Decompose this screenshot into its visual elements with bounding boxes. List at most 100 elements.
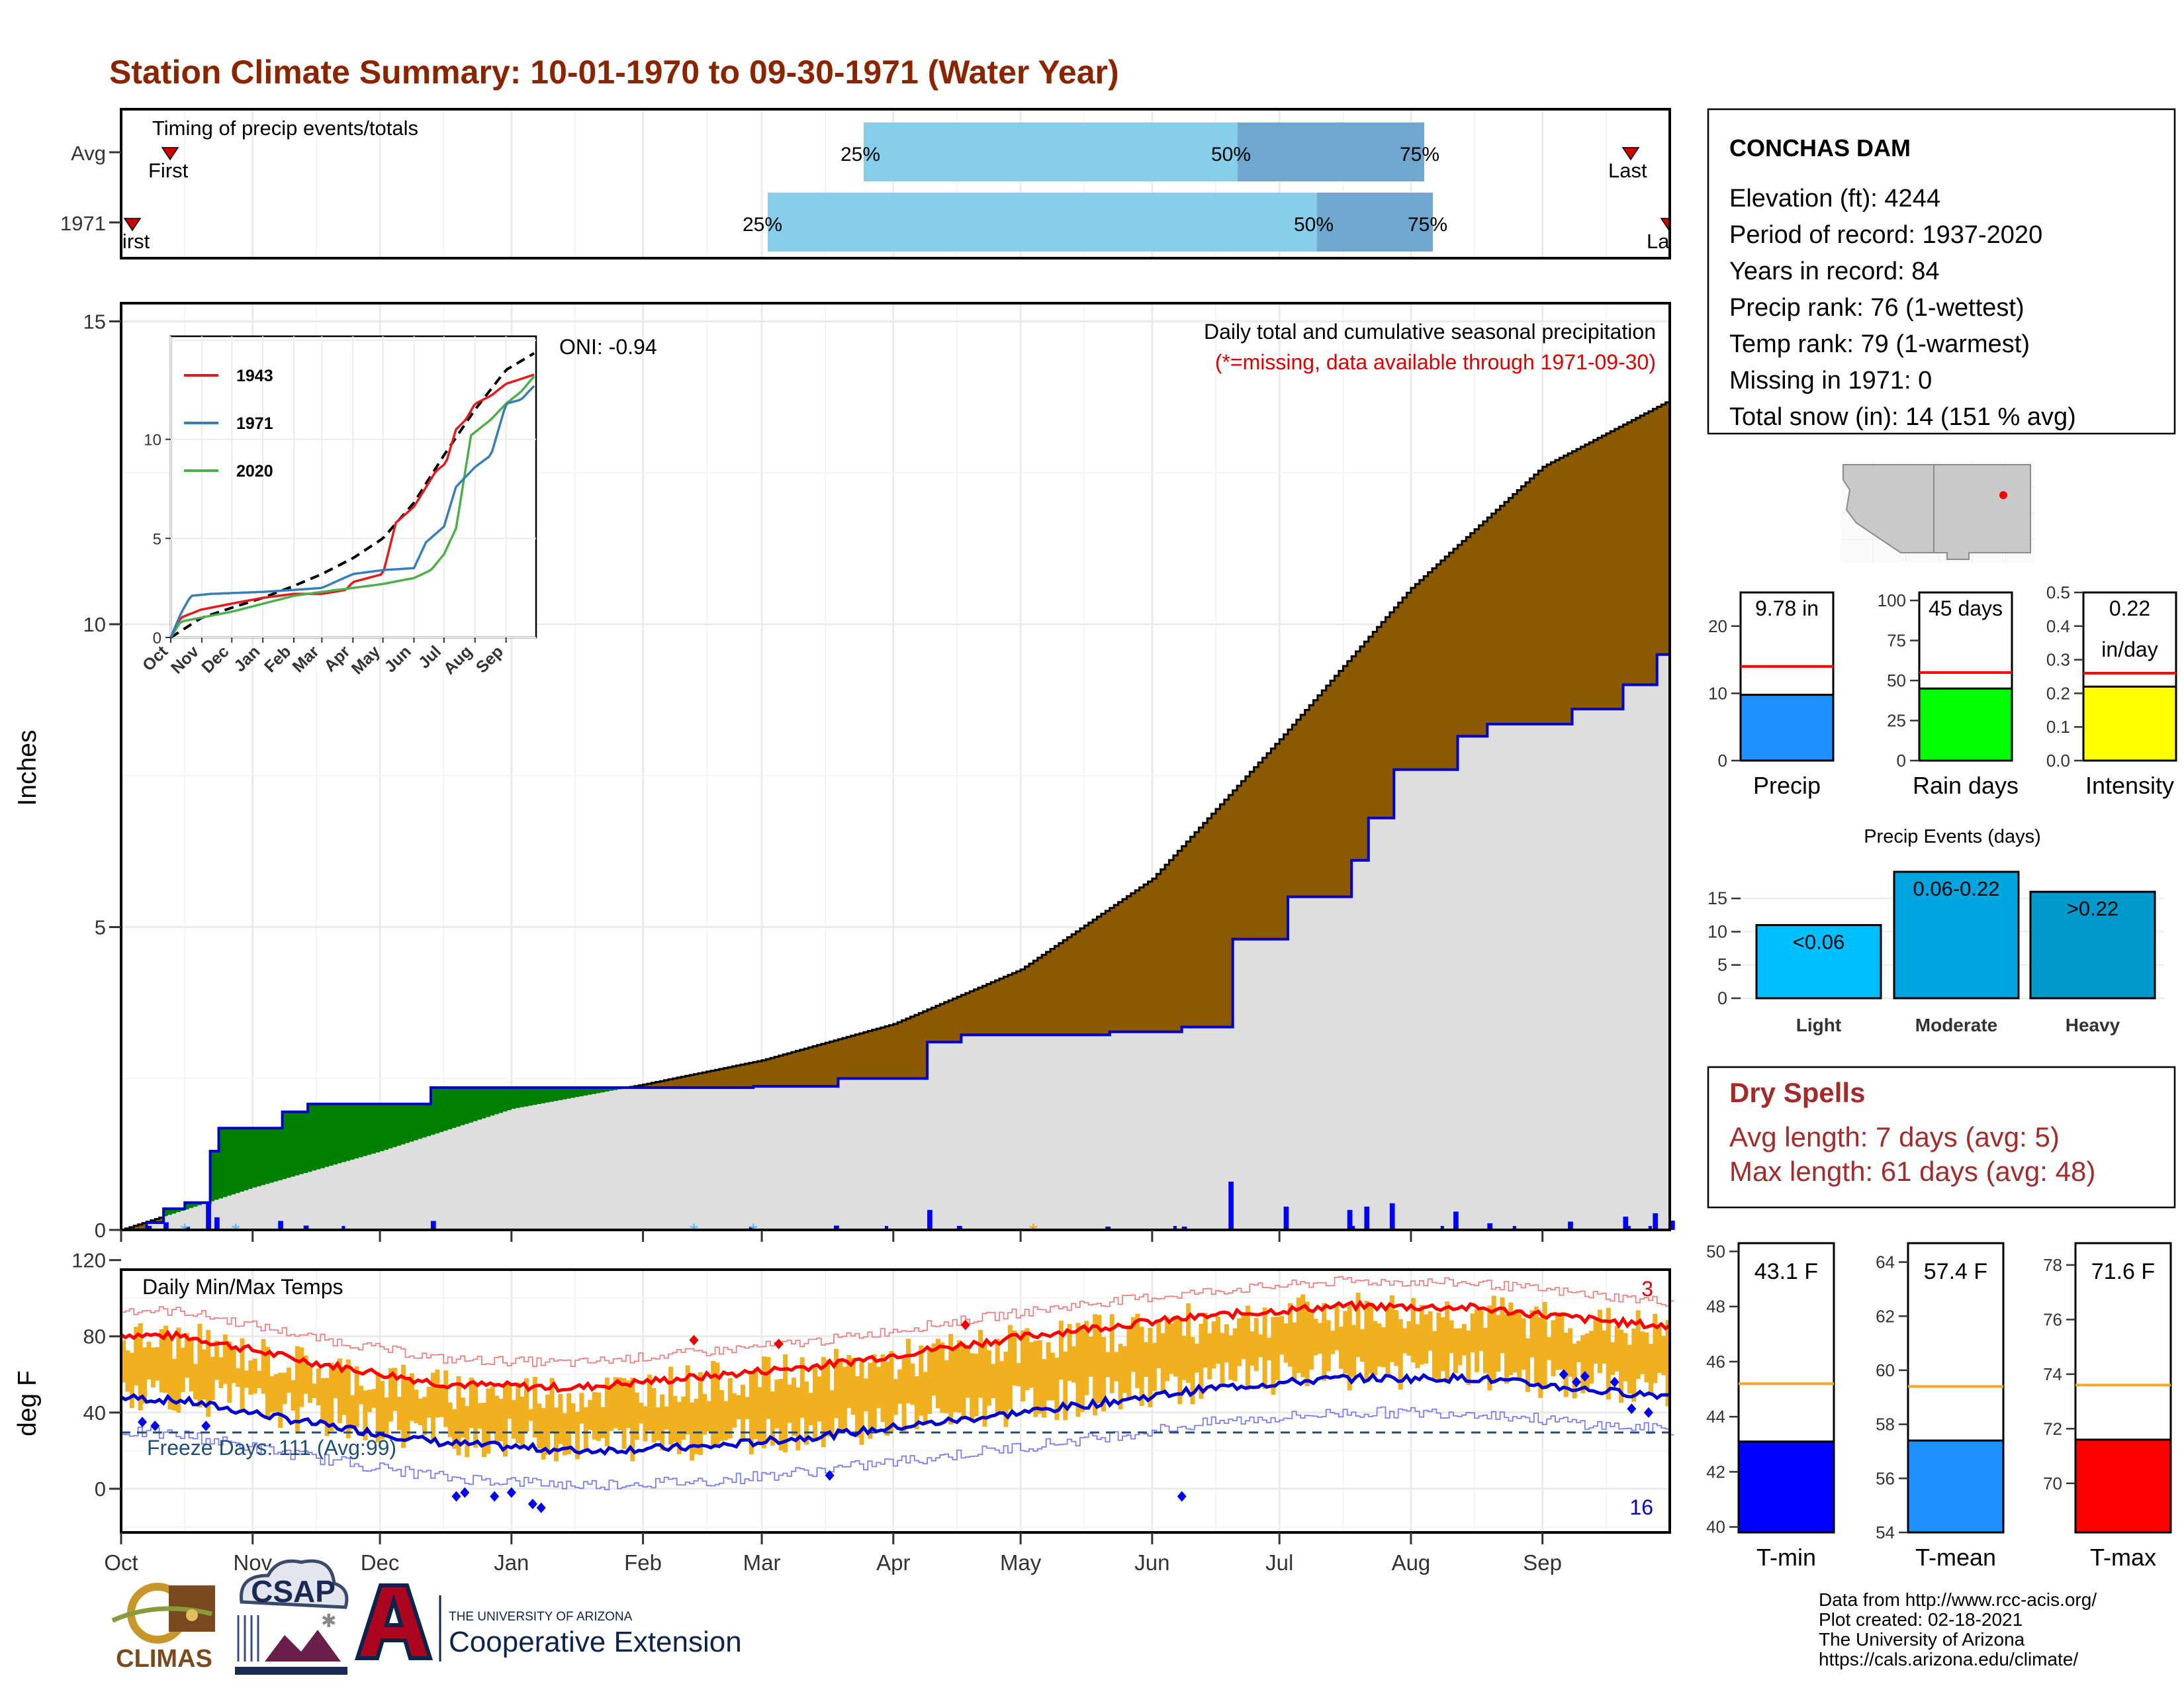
daily-temp-bar [537, 1403, 542, 1449]
daily-temp-bar [1457, 1328, 1463, 1366]
station-info-line: Precip rank: 76 (1-wettest) [1729, 294, 2025, 322]
daily-temp-bar [320, 1378, 326, 1424]
daily-temp-bar [1500, 1297, 1505, 1354]
daily-temp-bar [273, 1374, 279, 1412]
rain-days-gauge-tick: 50 [1887, 671, 1906, 690]
intensity-gauge-tick: 0.1 [2046, 717, 2070, 737]
daily-temp-bar [1199, 1323, 1204, 1399]
tmean-gauge-label: T-mean [1915, 1544, 1996, 1571]
inset-x-tick: May [348, 642, 384, 678]
daily-temp-bar [1584, 1333, 1590, 1391]
rain-days-gauge-tick: 25 [1887, 711, 1906, 731]
timing-1971-p75: 75% [1408, 214, 1447, 236]
daily-temp-bar [592, 1391, 597, 1440]
daily-temp-bar [736, 1395, 741, 1420]
inset-x-tick: Jun [381, 642, 415, 676]
daily-temp-bar [749, 1371, 754, 1455]
daily-temp-bar [392, 1368, 398, 1411]
intensity-gauge-tick: 0.3 [2046, 650, 2070, 670]
avg-max-temp-line [120, 1299, 1671, 1393]
daily-temp-bar [1542, 1301, 1547, 1387]
daily-temp-bar [469, 1378, 474, 1429]
daily-temp-bar [185, 1333, 190, 1378]
daily-temp-bar [655, 1407, 660, 1441]
temperature-gauges: 40 42 44 46 48 50 T-min 43.1 F 54 56 58 60 62 64 T-mea… [1706, 1241, 2172, 1571]
daily-temp-bar [1555, 1312, 1560, 1370]
daily-temp-bar [808, 1393, 813, 1426]
daily-temp-bar [1410, 1297, 1416, 1363]
daily-temp-bar [401, 1364, 406, 1448]
tmin-gauge-tick: 46 [1706, 1352, 1725, 1372]
events-bar-heavy [2029, 890, 2156, 1000]
daily-temp-bar [426, 1387, 432, 1418]
daily-temp-bar [1436, 1312, 1441, 1380]
daily-temp-bar [1216, 1317, 1221, 1364]
daily-temp-bar [1665, 1319, 1670, 1407]
page-title: Station Climate Summary: 10-01-1970 to 0… [109, 54, 1119, 91]
daily-precip-bar [1364, 1206, 1370, 1230]
daily-temp-bar [690, 1402, 695, 1461]
daily-temp-bar [1470, 1313, 1475, 1352]
daily-temp-bar [1016, 1363, 1021, 1387]
daily-temp-bar [855, 1376, 860, 1438]
precip-gauge-tick: 10 [1708, 683, 1727, 703]
timing-avg-first-label: First [148, 159, 189, 182]
record-low-count: 16 [1629, 1495, 1653, 1519]
inset-y-tick: 10 [144, 432, 161, 449]
daily-temp-bar [163, 1325, 169, 1393]
station-info-line: Years in record: 84 [1729, 258, 1940, 285]
snow-marker: * [690, 1219, 698, 1244]
daily-temp-bar [528, 1409, 533, 1421]
dry-spells-max: Max length: 61 days (avg: 48) [1729, 1156, 2095, 1187]
timing-bar-1971-dark [1317, 193, 1433, 252]
inset-2020-line [169, 375, 535, 638]
daily-temp-bar [1071, 1346, 1077, 1383]
station-info-box: CONCHAS DAM Elevation (ft): 4244 Period o… [1707, 108, 2176, 435]
daily-temp-bar [456, 1376, 461, 1456]
daily-temp-bar [817, 1376, 822, 1422]
daily-temp-bar [1368, 1303, 1373, 1374]
daily-temp-bar [1156, 1321, 1161, 1368]
daily-temp-bar [1203, 1313, 1208, 1368]
daily-temp-bar [600, 1407, 606, 1438]
daily-temp-bar [846, 1354, 852, 1408]
daily-temp-bar [1631, 1328, 1637, 1402]
daily-temp-bar [150, 1347, 156, 1388]
daily-temp-bar [1487, 1305, 1492, 1391]
daily-temp-bar [1351, 1325, 1357, 1377]
events-y-tick: 0 [1717, 988, 1727, 1008]
daily-temp-bar [732, 1393, 737, 1428]
record-high-marker [960, 1319, 970, 1331]
record-low-marker [1610, 1376, 1619, 1387]
daily-temp-bar [1614, 1325, 1619, 1372]
daily-temp-bar [821, 1356, 826, 1448]
daily-temp-bar [171, 1358, 177, 1411]
daily-temp-bar [1355, 1292, 1361, 1358]
daily-precip-bar [163, 1222, 169, 1230]
daily-temp-bar [1334, 1306, 1340, 1350]
intensity-gauge-value-unit: in/day [2101, 637, 2158, 661]
record-max-line [121, 1276, 1674, 1367]
daily-temp-bar [1381, 1327, 1387, 1368]
daily-temp-bar [1657, 1327, 1662, 1373]
daily-temp-bar [604, 1377, 610, 1447]
daily-temp-bar [625, 1380, 631, 1429]
daily-temp-bar [935, 1338, 940, 1409]
daily-temp-bar [1491, 1295, 1496, 1383]
daily-temp-bar [1398, 1319, 1403, 1390]
timing-avg-p25: 25% [841, 144, 880, 165]
snow-marker: * [749, 1219, 758, 1244]
daily-temp-bar [231, 1347, 236, 1383]
daily-precip-bar [1653, 1213, 1659, 1230]
daily-temp-bar [741, 1384, 746, 1441]
snow-marker: * [1029, 1219, 1038, 1244]
daily-temp-bar [1385, 1308, 1390, 1376]
daily-temp-bar [1186, 1303, 1191, 1383]
daily-temp-bar [702, 1393, 707, 1435]
daily-precip-bar [1351, 1226, 1355, 1230]
daily-temp-bar [647, 1374, 652, 1431]
daily-temp-bar [248, 1360, 253, 1395]
daily-temp-bar [1313, 1319, 1318, 1356]
daily-temp-bar [745, 1397, 750, 1420]
intensity-gauge-tick: 0.2 [2046, 683, 2070, 703]
